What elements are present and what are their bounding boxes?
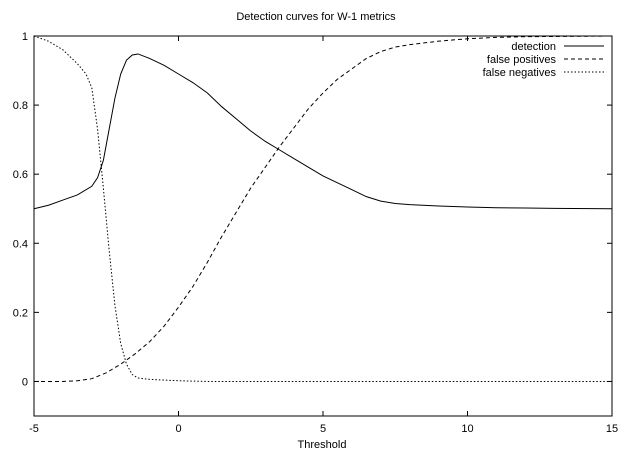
chart-title: Detection curves for W-1 metrics: [236, 11, 396, 23]
x-tick-label: -5: [29, 423, 39, 435]
x-tick-label: 15: [606, 423, 618, 435]
plot-frame: [33, 35, 613, 417]
x-tick-label: 0: [175, 423, 181, 435]
series-line-detection: [33, 53, 613, 210]
x-tick-label: 10: [461, 423, 473, 435]
y-tick-label: 0.2: [13, 307, 28, 319]
x-axis-label: Threshold: [298, 439, 347, 451]
y-tick-label: 0.8: [13, 100, 28, 112]
legend-label: false negatives: [483, 67, 557, 79]
legend-label: detection: [511, 41, 556, 53]
series-line-false-negatives: [33, 35, 612, 382]
series-line-false-positives: [34, 35, 613, 382]
x-tick-label: 5: [320, 423, 326, 435]
y-tick-label: 0: [22, 376, 28, 388]
y-tick-label: 0.4: [13, 238, 28, 250]
plot-area: [33, 35, 613, 417]
legend-label: false positives: [487, 54, 557, 66]
axis-ticks: 0 0.2 0.4 0.6 0.8 1 -5 0 5 10 15: [13, 31, 618, 435]
y-tick-label: 0.6: [13, 169, 28, 181]
y-tick-label: 1: [22, 31, 28, 43]
